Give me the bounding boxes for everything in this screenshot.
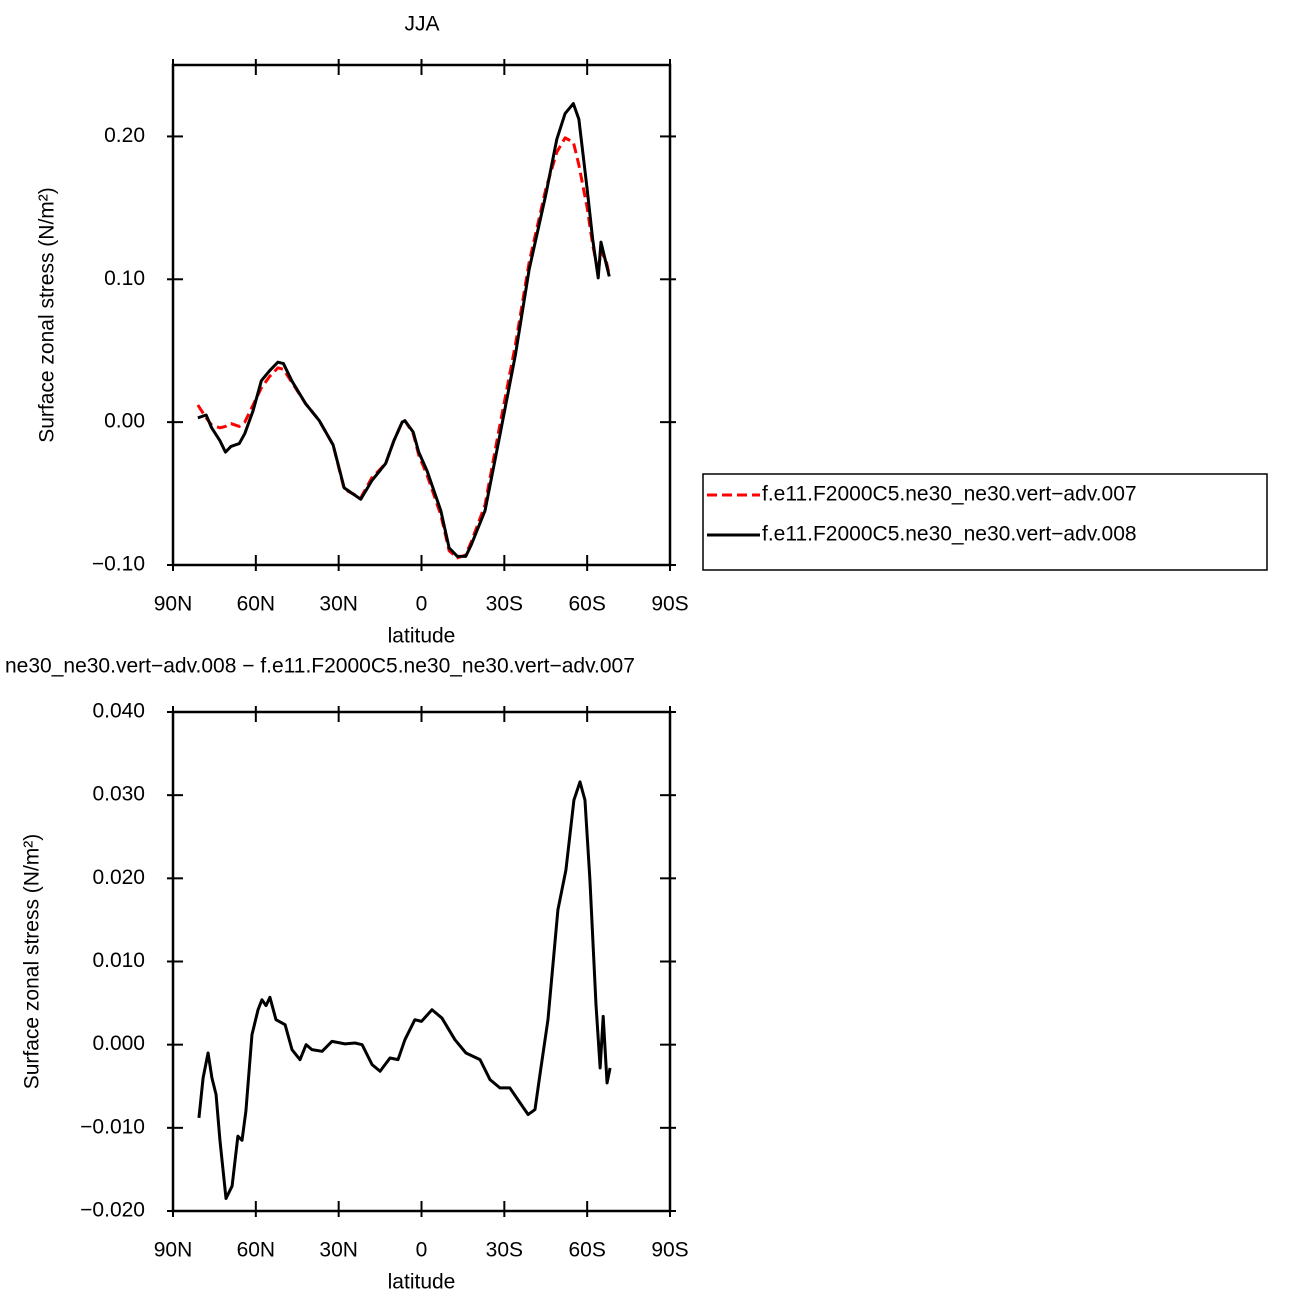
y-tick-label: −0.020 [80,1199,145,1222]
x-tick-label: 30N [319,1239,358,1262]
y-tick-label: 0.10 [104,267,145,290]
x-tick-label: 90N [154,1239,193,1262]
x-tick-label: 30S [486,1239,523,1262]
x-tick-label: 90N [154,593,193,616]
y-axis-label: Surface zonal stress (N/m²) [36,187,59,443]
y-tick-label: 0.030 [92,783,145,806]
x-axis-label: latitude [388,1271,456,1294]
data-line [197,780,612,1201]
legend-box [702,473,1268,571]
plot-frame [171,63,672,567]
y-tick-label: 0.00 [104,410,145,433]
y-tick-label: 0.040 [92,700,145,723]
y-tick-label: 0.000 [92,1032,145,1055]
y-tick-label: 0.010 [92,949,145,972]
plot-frame [171,710,672,1213]
legend-label: f.e11.F2000C5.ne30_ne30.vert−adv.008 [762,523,1137,546]
chart-title: JJA [404,13,439,36]
x-tick-label: 60N [237,1239,276,1262]
x-tick-label: 30S [486,593,523,616]
x-tick-label: 60S [568,1239,605,1262]
y-tick-label: −0.10 [92,553,145,576]
x-tick-label: 30N [319,593,358,616]
x-tick-label: 90S [651,1239,688,1262]
data-line [197,102,611,558]
y-tick-label: −0.010 [80,1115,145,1138]
y-tick-label: 0.020 [92,866,145,889]
x-tick-label: 0 [416,1239,428,1262]
y-axis-label: Surface zonal stress (N/m²) [21,834,44,1090]
chart-title: ne30_ne30.vert−adv.008 − f.e11.F2000C5.n… [5,655,635,678]
x-tick-label: 0 [416,593,428,616]
x-tick-label: 60S [568,593,605,616]
y-tick-label: 0.20 [104,124,145,147]
x-axis-label: latitude [388,625,456,648]
legend-label: f.e11.F2000C5.ne30_ne30.vert−adv.007 [762,483,1137,506]
x-tick-label: 90S [651,593,688,616]
x-tick-label: 60N [237,593,276,616]
data-line [196,136,611,560]
